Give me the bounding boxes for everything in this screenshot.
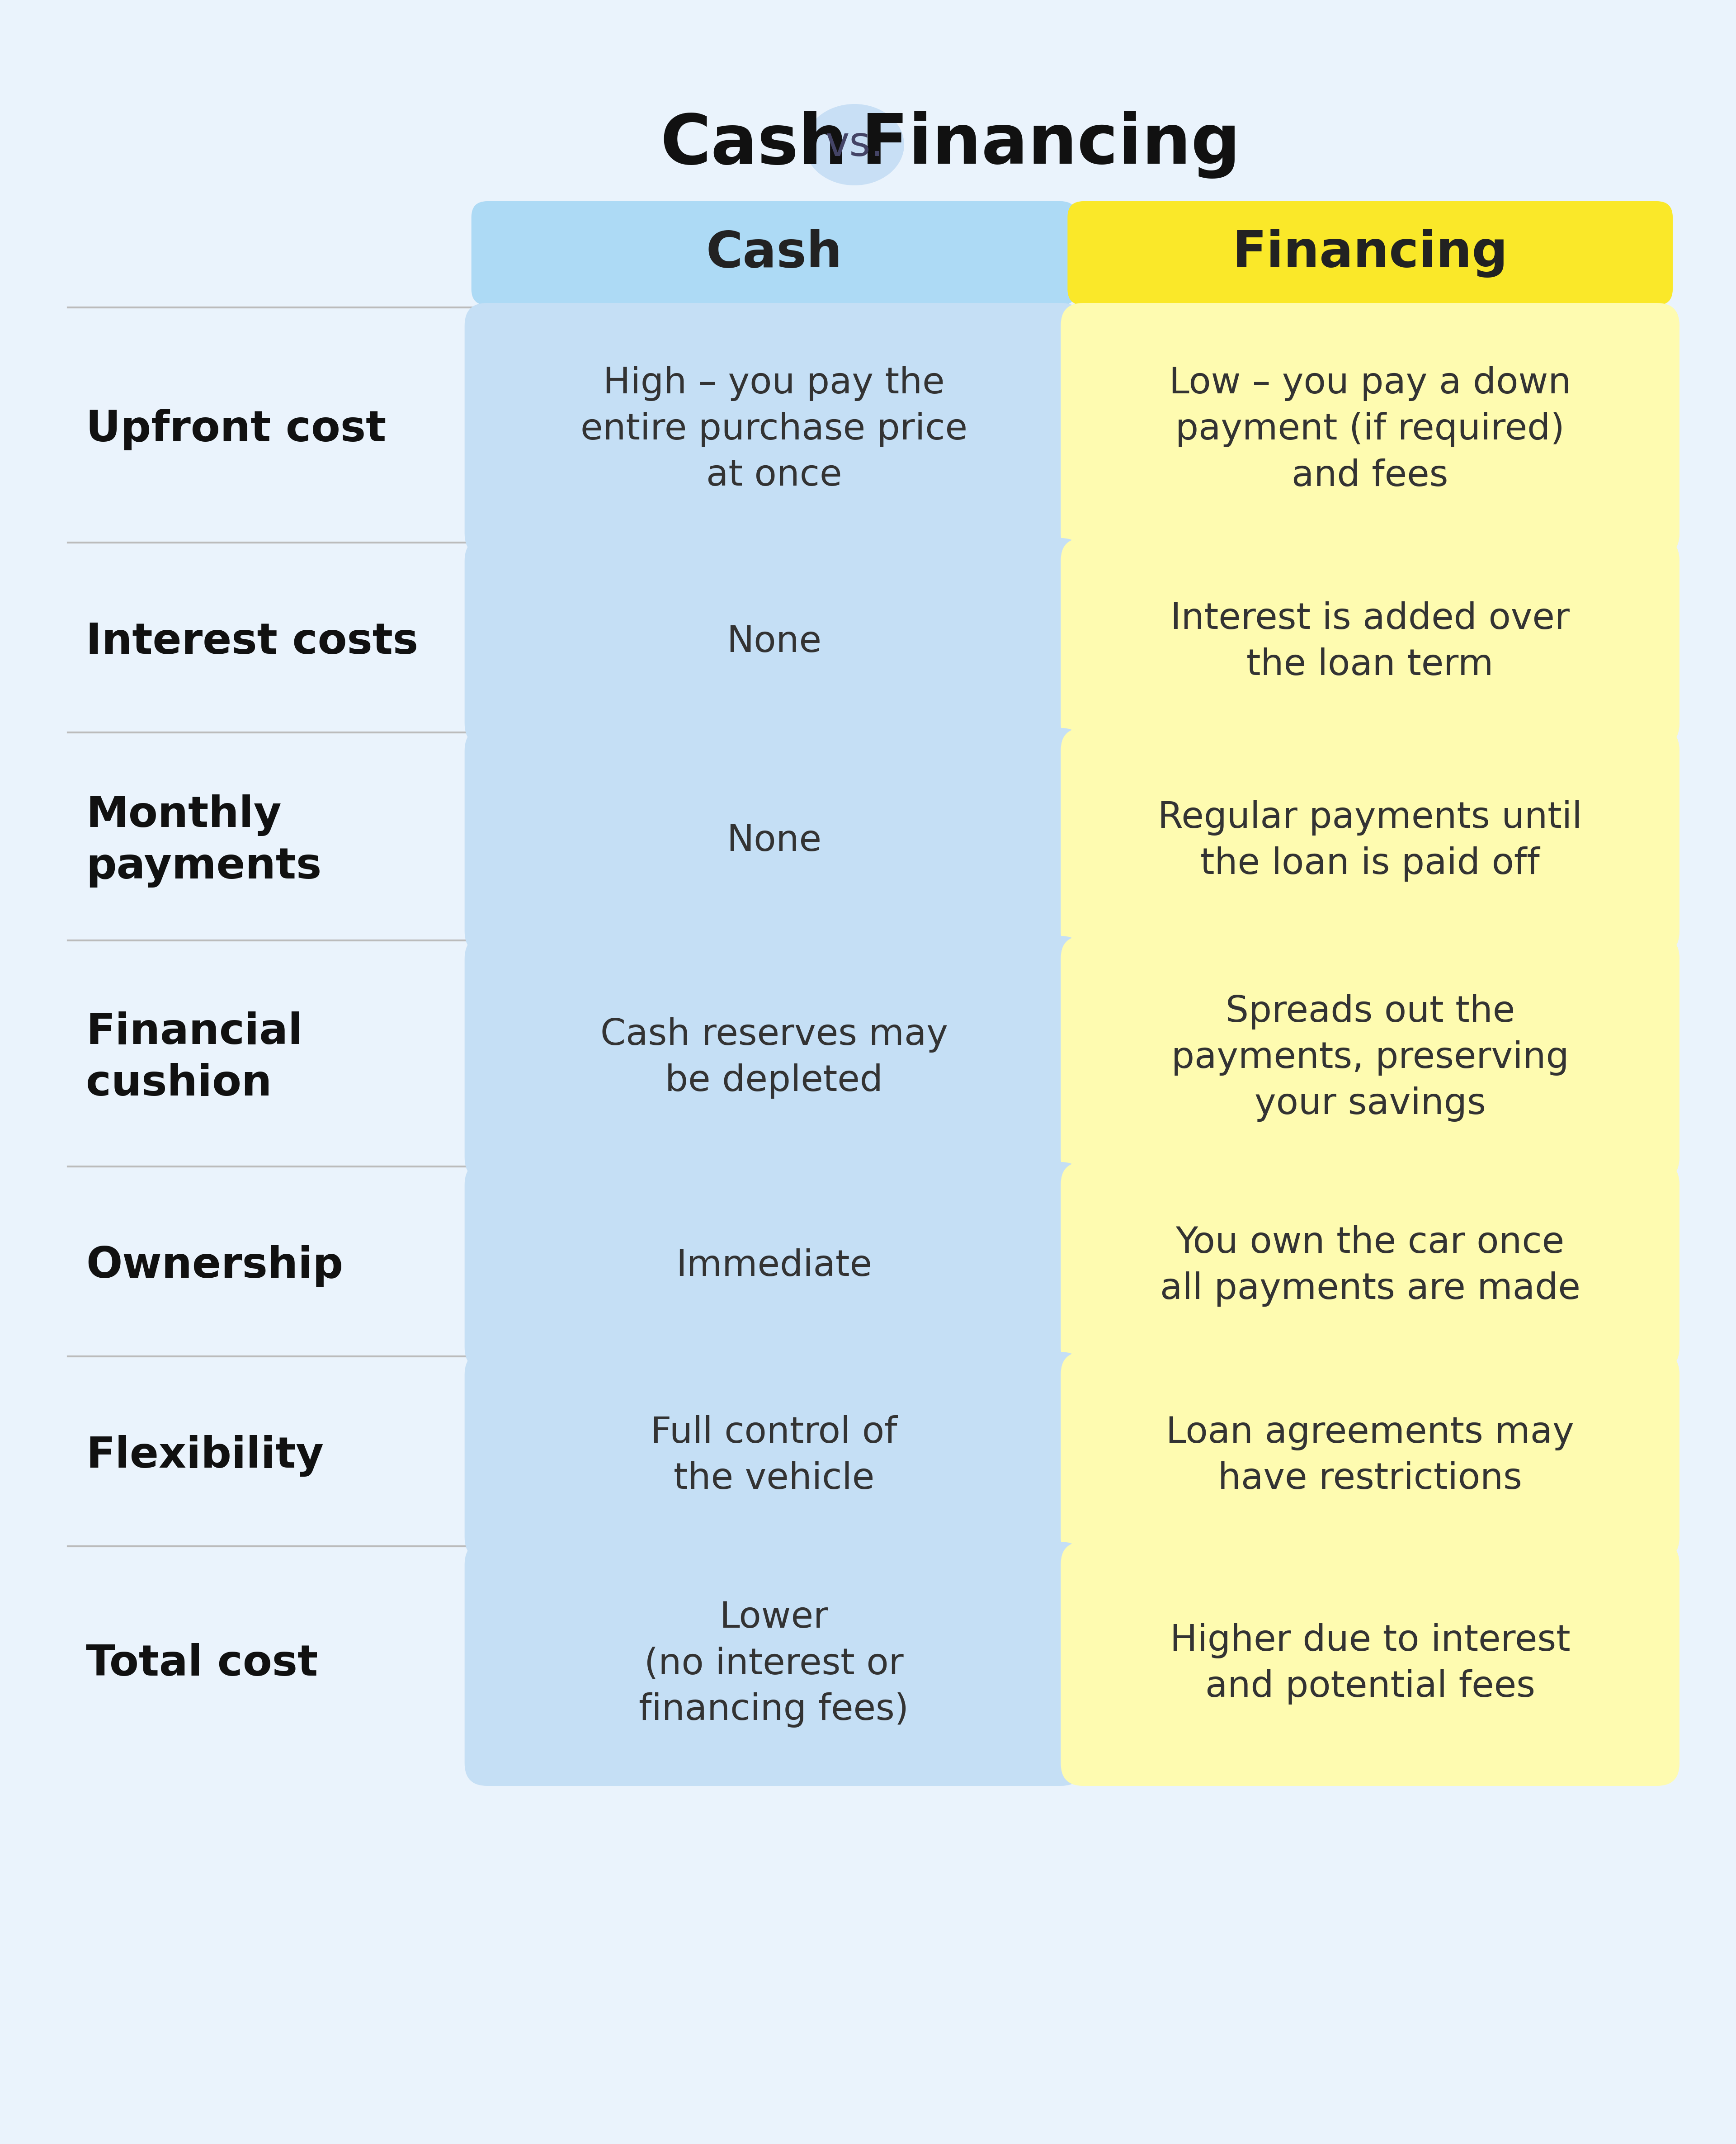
Text: Flexibility: Flexibility [85,1434,323,1477]
Text: Interest costs: Interest costs [85,622,418,662]
Text: Cash: Cash [707,229,842,277]
Text: Full control of
the vehicle: Full control of the vehicle [651,1415,898,1497]
FancyBboxPatch shape [1061,538,1679,746]
Ellipse shape [806,105,904,184]
FancyBboxPatch shape [472,202,1076,304]
Text: Ownership: Ownership [85,1246,344,1286]
FancyBboxPatch shape [465,729,1083,954]
Text: Lower
(no interest or
financing fees): Lower (no interest or financing fees) [639,1599,910,1728]
Text: None: None [726,624,821,660]
Text: Regular payments until
the loan is paid off: Regular payments until the loan is paid … [1158,800,1581,881]
Text: Financing: Financing [861,111,1241,178]
Text: Upfront cost: Upfront cost [85,410,385,450]
FancyBboxPatch shape [1068,202,1674,304]
Text: You own the car once
all payments are made: You own the car once all payments are ma… [1160,1224,1580,1306]
FancyBboxPatch shape [1061,302,1679,555]
FancyBboxPatch shape [465,302,1083,555]
Text: Immediate: Immediate [675,1248,871,1284]
Text: vs.: vs. [825,124,884,165]
Text: Cash reserves may
be depleted: Cash reserves may be depleted [601,1016,948,1098]
FancyBboxPatch shape [1061,937,1679,1179]
Text: High – you pay the
entire purchase price
at once: High – you pay the entire purchase price… [580,367,967,493]
FancyBboxPatch shape [1061,1162,1679,1370]
Text: Higher due to interest
and potential fees: Higher due to interest and potential fee… [1170,1623,1571,1704]
Text: None: None [726,823,821,858]
FancyBboxPatch shape [1061,1542,1679,1786]
Text: Financing: Financing [1233,229,1509,277]
Text: Loan agreements may
have restrictions: Loan agreements may have restrictions [1167,1415,1575,1497]
Text: Low – you pay a down
payment (if required)
and fees: Low – you pay a down payment (if require… [1168,367,1571,493]
Text: Spreads out the
payments, preserving
your savings: Spreads out the payments, preserving you… [1172,995,1569,1121]
FancyBboxPatch shape [465,1353,1083,1561]
FancyBboxPatch shape [465,937,1083,1179]
FancyBboxPatch shape [465,1162,1083,1370]
Text: Monthly
payments: Monthly payments [85,795,321,888]
FancyBboxPatch shape [1061,729,1679,954]
FancyBboxPatch shape [1061,1353,1679,1561]
Text: Interest is added over
the loan term: Interest is added over the loan term [1170,600,1569,682]
FancyBboxPatch shape [465,1542,1083,1786]
Text: Cash: Cash [660,111,847,178]
FancyBboxPatch shape [465,538,1083,746]
Text: Total cost: Total cost [85,1642,318,1685]
Text: Financial
cushion: Financial cushion [85,1012,302,1104]
